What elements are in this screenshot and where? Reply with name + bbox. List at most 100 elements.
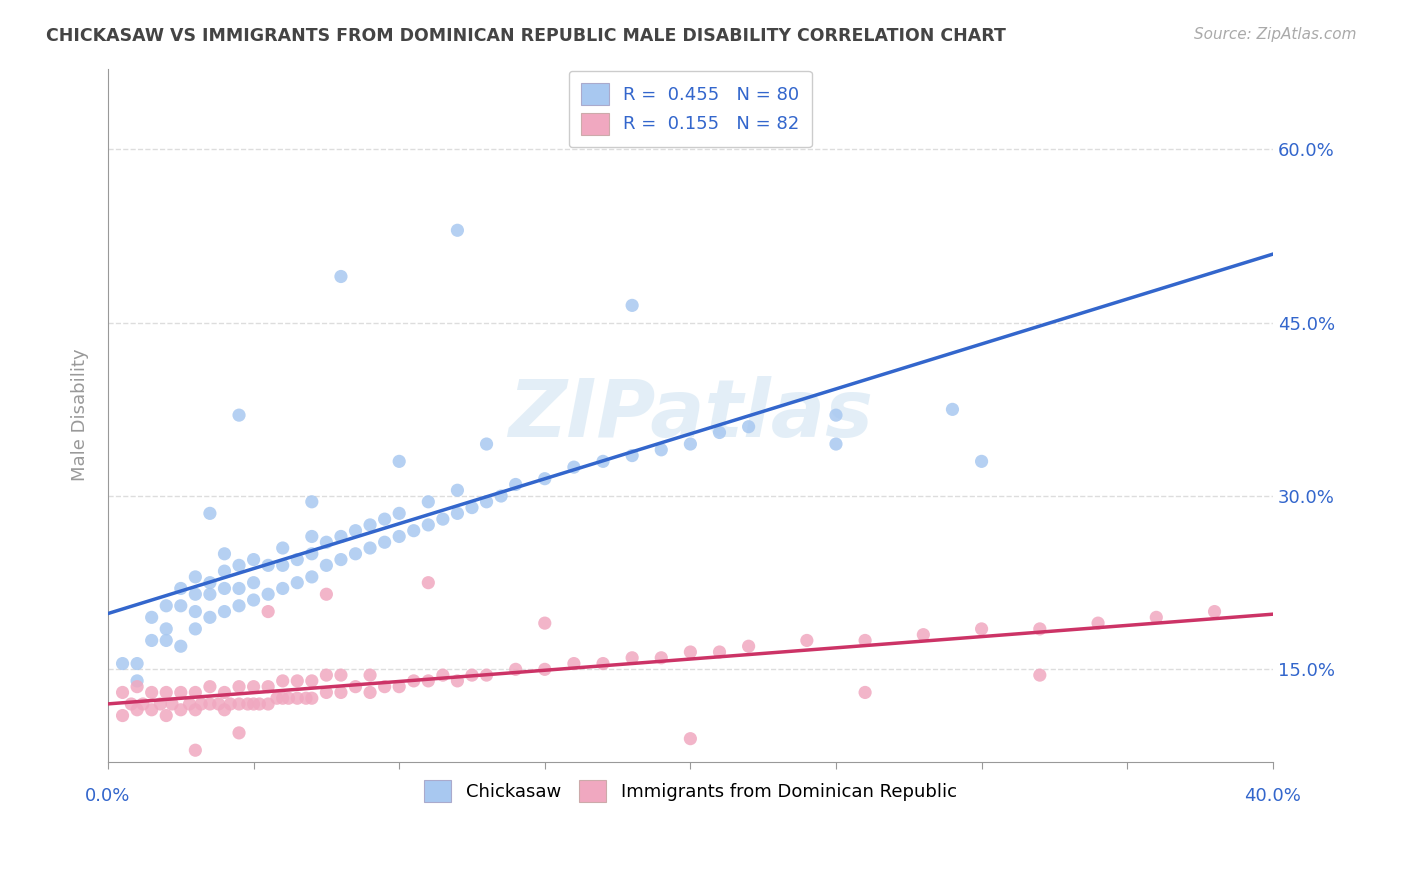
Point bbox=[679, 437, 702, 451]
Point bbox=[1204, 605, 1226, 619]
Point bbox=[825, 437, 848, 451]
Point bbox=[533, 662, 555, 676]
Point bbox=[198, 507, 221, 521]
Point bbox=[141, 633, 163, 648]
Point bbox=[1029, 622, 1052, 636]
Point bbox=[127, 657, 149, 671]
Point bbox=[461, 668, 484, 682]
Point bbox=[208, 697, 231, 711]
Point bbox=[446, 223, 468, 237]
Point bbox=[853, 685, 876, 699]
Point bbox=[329, 529, 352, 543]
Point bbox=[329, 685, 352, 699]
Point bbox=[111, 657, 134, 671]
Point bbox=[301, 547, 323, 561]
Point bbox=[184, 703, 207, 717]
Point bbox=[315, 685, 337, 699]
Point bbox=[388, 454, 411, 468]
Point bbox=[198, 697, 221, 711]
Point bbox=[709, 645, 731, 659]
Point bbox=[214, 703, 236, 717]
Point bbox=[242, 697, 264, 711]
Point bbox=[155, 633, 177, 648]
Point bbox=[198, 587, 221, 601]
Point bbox=[709, 425, 731, 440]
Point bbox=[650, 650, 672, 665]
Point bbox=[621, 298, 644, 312]
Point bbox=[277, 691, 299, 706]
Text: 40.0%: 40.0% bbox=[1244, 787, 1301, 805]
Text: ZIPatlas: ZIPatlas bbox=[508, 376, 873, 454]
Point bbox=[402, 524, 425, 538]
Point bbox=[344, 680, 367, 694]
Point bbox=[120, 697, 142, 711]
Point bbox=[679, 645, 702, 659]
Point bbox=[242, 680, 264, 694]
Point bbox=[329, 552, 352, 566]
Point bbox=[228, 697, 250, 711]
Y-axis label: Male Disability: Male Disability bbox=[72, 349, 89, 482]
Point bbox=[446, 507, 468, 521]
Point bbox=[141, 610, 163, 624]
Point bbox=[214, 685, 236, 699]
Point bbox=[214, 547, 236, 561]
Point bbox=[257, 605, 280, 619]
Point bbox=[418, 517, 440, 532]
Point bbox=[160, 697, 183, 711]
Point bbox=[505, 477, 527, 491]
Point bbox=[359, 517, 381, 532]
Point bbox=[505, 662, 527, 676]
Point bbox=[184, 587, 207, 601]
Point bbox=[228, 558, 250, 573]
Point bbox=[446, 483, 468, 498]
Point bbox=[155, 622, 177, 636]
Point bbox=[562, 657, 585, 671]
Point bbox=[155, 708, 177, 723]
Point bbox=[418, 495, 440, 509]
Point bbox=[432, 512, 454, 526]
Point bbox=[562, 460, 585, 475]
Point bbox=[796, 633, 818, 648]
Point bbox=[184, 570, 207, 584]
Point bbox=[242, 552, 264, 566]
Point bbox=[650, 442, 672, 457]
Point bbox=[242, 575, 264, 590]
Point bbox=[533, 472, 555, 486]
Legend: Chickasaw, Immigrants from Dominican Republic: Chickasaw, Immigrants from Dominican Rep… bbox=[412, 768, 969, 815]
Point bbox=[184, 622, 207, 636]
Point bbox=[621, 650, 644, 665]
Point bbox=[271, 558, 294, 573]
Point bbox=[418, 575, 440, 590]
Point bbox=[155, 599, 177, 613]
Point bbox=[257, 558, 280, 573]
Point bbox=[271, 541, 294, 555]
Point bbox=[285, 691, 308, 706]
Point bbox=[461, 500, 484, 515]
Point bbox=[679, 731, 702, 746]
Point bbox=[127, 673, 149, 688]
Point bbox=[170, 582, 193, 596]
Point bbox=[132, 697, 155, 711]
Point bbox=[198, 575, 221, 590]
Point bbox=[475, 668, 498, 682]
Point bbox=[214, 605, 236, 619]
Point bbox=[127, 703, 149, 717]
Point bbox=[228, 680, 250, 694]
Point bbox=[825, 408, 848, 422]
Point bbox=[285, 552, 308, 566]
Point bbox=[446, 673, 468, 688]
Point bbox=[301, 529, 323, 543]
Point bbox=[533, 616, 555, 631]
Point bbox=[737, 419, 759, 434]
Point bbox=[228, 726, 250, 740]
Point bbox=[344, 547, 367, 561]
Point bbox=[970, 622, 993, 636]
Point bbox=[249, 697, 271, 711]
Point bbox=[170, 599, 193, 613]
Point bbox=[388, 507, 411, 521]
Point bbox=[1029, 668, 1052, 682]
Point bbox=[257, 587, 280, 601]
Point bbox=[737, 639, 759, 653]
Point bbox=[219, 697, 242, 711]
Point bbox=[257, 697, 280, 711]
